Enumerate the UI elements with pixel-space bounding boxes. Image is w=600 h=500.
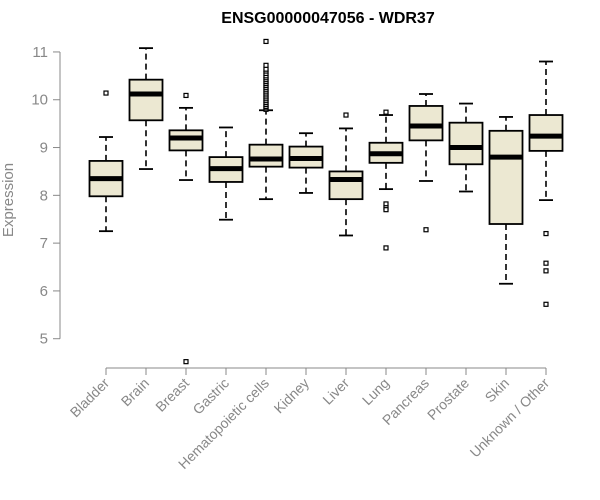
box-group xyxy=(368,109,404,251)
outlier-point xyxy=(383,109,389,115)
x-tick-label: Prostate xyxy=(424,375,472,423)
box-group xyxy=(408,93,444,233)
x-tick-label: Liver xyxy=(319,375,352,408)
box-iqr xyxy=(408,105,444,142)
outlier-point xyxy=(383,245,389,251)
outlier-point xyxy=(343,112,349,118)
y-tick-label: 11 xyxy=(32,44,48,61)
box-iqr xyxy=(448,121,484,166)
box-group xyxy=(168,92,204,365)
outlier-point xyxy=(183,92,189,99)
box-group xyxy=(328,112,364,237)
box-group xyxy=(288,132,324,194)
x-tick-label: Brain xyxy=(118,375,152,409)
outlier-point xyxy=(423,227,429,233)
outlier-point xyxy=(543,260,549,266)
chart-title: ENSG00000047056 - WDR37 xyxy=(221,10,435,27)
x-tick-label: Kidney xyxy=(271,375,313,417)
box-group xyxy=(528,60,564,307)
y-tick-label: 8 xyxy=(40,187,48,204)
box-group xyxy=(488,116,524,285)
outlier-point xyxy=(103,90,109,96)
x-tick-label: Lung xyxy=(359,375,392,408)
box-group xyxy=(448,102,484,193)
box-iqr xyxy=(128,78,164,122)
box-series xyxy=(88,38,564,365)
box-group xyxy=(248,38,284,201)
box-iqr xyxy=(488,129,524,225)
box-iqr xyxy=(248,143,284,168)
y-tick-label: 7 xyxy=(40,235,48,252)
box-iqr xyxy=(528,114,564,152)
x-tick-label: Breast xyxy=(152,375,192,415)
y-axis: 5 6 7 8 9 10 11 xyxy=(31,44,61,348)
y-axis-label: Expression xyxy=(0,163,17,237)
outlier-point xyxy=(543,268,549,274)
y-tick-label: 10 xyxy=(31,92,48,109)
outlier-point xyxy=(183,359,189,365)
box-iqr xyxy=(328,170,364,201)
box-group xyxy=(208,126,244,221)
x-tick-label: Skin xyxy=(482,375,513,406)
y-tick-label: 5 xyxy=(40,331,48,348)
y-tick-label: 9 xyxy=(40,140,48,157)
box-group xyxy=(128,47,164,170)
y-tick-label: 6 xyxy=(40,283,48,300)
outlier-point xyxy=(263,62,269,68)
box-group xyxy=(88,90,124,233)
x-tick-label: Bladder xyxy=(67,375,113,421)
outlier-point xyxy=(543,301,549,307)
outlier-point xyxy=(383,207,389,213)
outlier-point xyxy=(543,230,549,237)
outlier-point xyxy=(263,38,269,45)
